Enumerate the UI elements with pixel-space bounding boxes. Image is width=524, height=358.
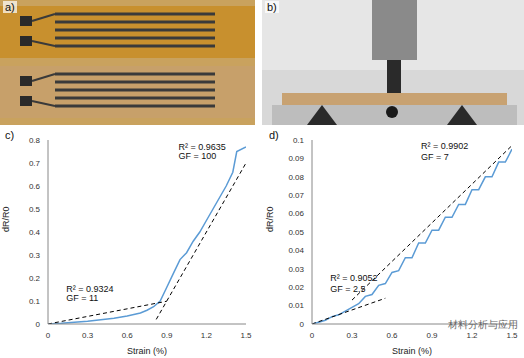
svg-text:0.7: 0.7 [29,159,41,168]
svg-text:GF = 11: GF = 11 [66,293,98,303]
svg-text:0.01: 0.01 [288,301,304,310]
svg-text:0.07: 0.07 [288,191,304,200]
svg-text:0.02: 0.02 [288,283,304,292]
svg-text:R² = 0.9635: R² = 0.9635 [178,142,226,153]
svg-text:GF = 7: GF = 7 [421,152,449,162]
svg-text:0: 0 [310,331,315,340]
svg-text:0.2: 0.2 [29,274,41,283]
svg-text:0.6: 0.6 [122,331,134,340]
html-text:b): b) [267,1,277,13]
svg-text:0.9: 0.9 [161,331,173,340]
html-text:材料分析与应用: 材料分析与应用 [448,319,518,330]
svg-text:0.3: 0.3 [82,331,94,340]
svg-text:0: 0 [46,331,51,340]
svg-text:R² = 0.9052: R² = 0.9052 [330,273,377,283]
svg-text:0.8: 0.8 [29,136,41,145]
svg-text:dR/R0: dR/R0 [265,206,275,232]
html-text:c): c) [5,129,15,141]
svg-text:0.05: 0.05 [288,228,304,237]
svg-text:1.5: 1.5 [240,331,252,340]
svg-text:GF = 100: GF = 100 [178,151,216,161]
svg-text:0.08: 0.08 [288,173,304,182]
svg-text:1.2: 1.2 [466,331,478,340]
html-text:d): d) [269,129,279,141]
svg-text:0: 0 [300,320,305,329]
svg-text:Strain (%): Strain (%) [127,346,167,356]
svg-text:0.06: 0.06 [288,209,304,218]
svg-text:0.5: 0.5 [29,205,41,214]
svg-text:0.6: 0.6 [29,182,41,191]
svg-text:0.3: 0.3 [346,331,358,340]
svg-text:Strain (%): Strain (%) [392,346,432,356]
svg-text:0.1: 0.1 [293,136,305,145]
svg-text:0.6: 0.6 [386,331,398,340]
svg-text:0.9: 0.9 [426,331,438,340]
svg-text:1.5: 1.5 [506,331,518,340]
svg-text:0.03: 0.03 [288,265,304,274]
svg-text:R² = 0.9324: R² = 0.9324 [66,283,114,294]
svg-text:0: 0 [36,320,41,329]
svg-text:0.3: 0.3 [29,251,41,260]
svg-text:GF = 2.5: GF = 2.5 [330,284,365,294]
svg-text:1.2: 1.2 [201,331,213,340]
svg-text:R² = 0.9902: R² = 0.9902 [421,141,468,151]
svg-text:0.1: 0.1 [29,297,41,306]
svg-text:0.09: 0.09 [288,154,304,163]
svg-text:0.4: 0.4 [29,228,41,237]
svg-text:dR/R0: dR/R0 [1,206,11,232]
svg-text:0.04: 0.04 [288,246,304,255]
html-text:a): a) [5,1,15,13]
